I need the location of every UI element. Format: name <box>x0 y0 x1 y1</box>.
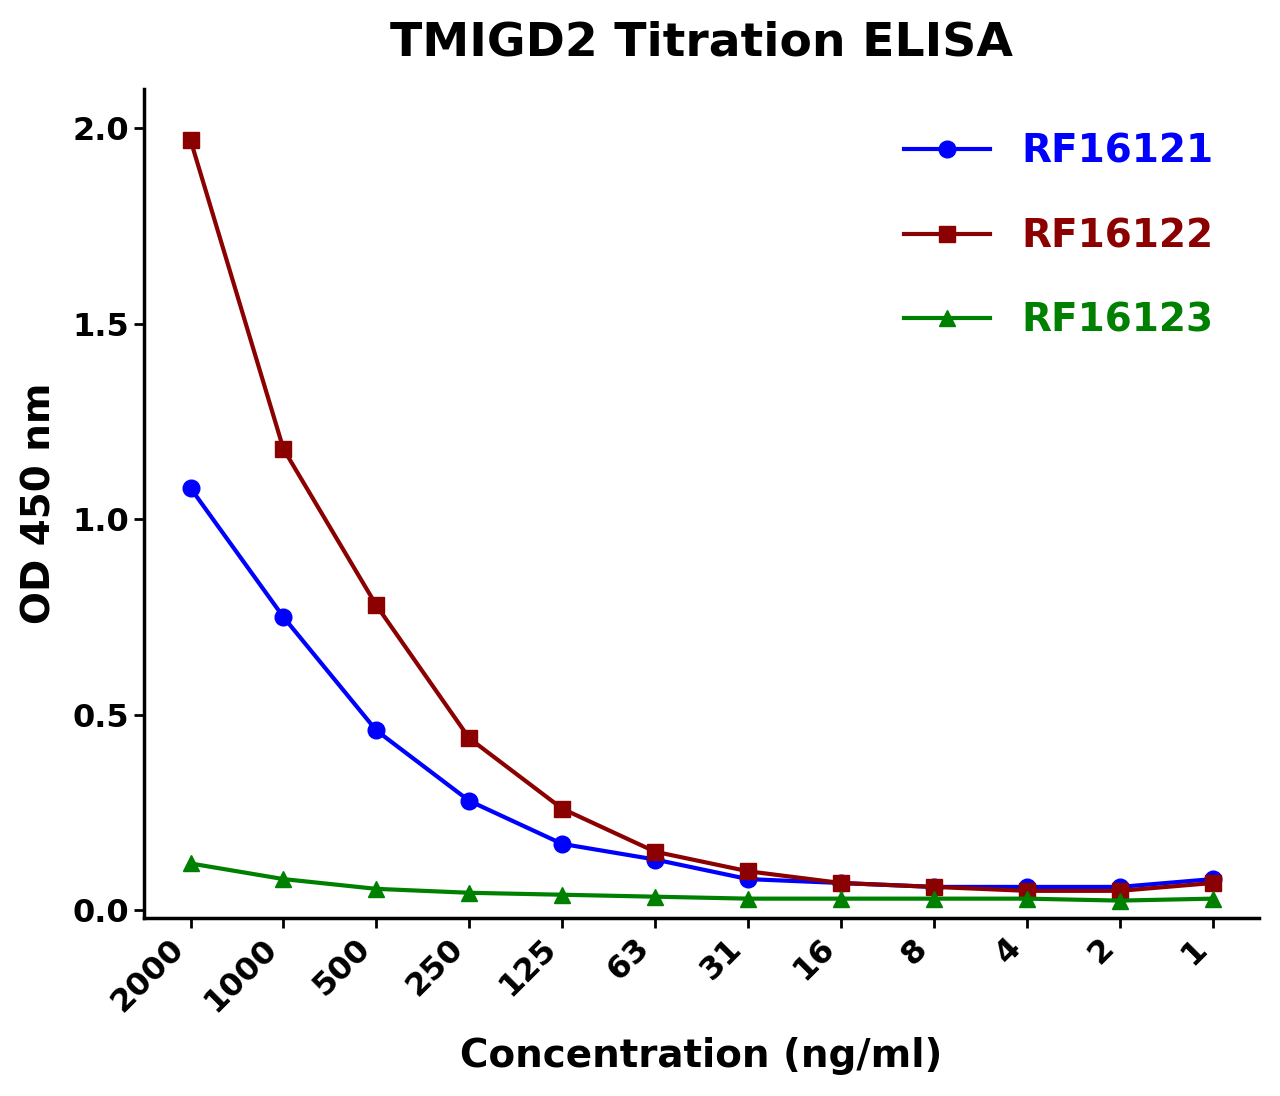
Title: TMIGD2 Titration ELISA: TMIGD2 Titration ELISA <box>390 21 1012 66</box>
Legend: RF16121, RF16122, RF16123: RF16121, RF16122, RF16123 <box>888 117 1229 355</box>
Y-axis label: OD 450 nm: OD 450 nm <box>20 383 59 625</box>
X-axis label: Concentration (ng/ml): Concentration (ng/ml) <box>461 1037 943 1075</box>
